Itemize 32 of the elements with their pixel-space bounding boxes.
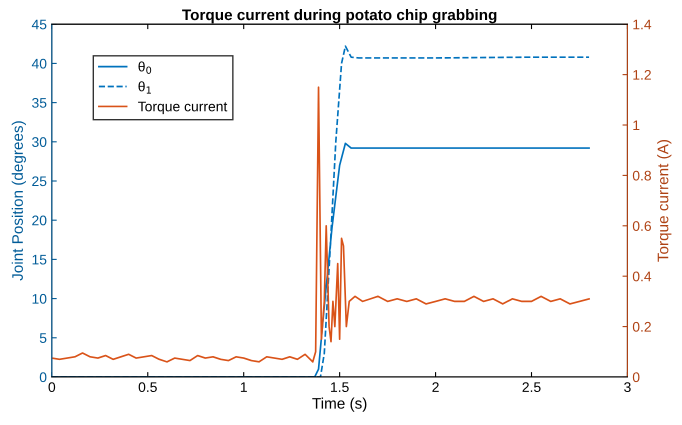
x-axis-title: Time (s) bbox=[312, 398, 366, 412]
y2-tick-label: 0.4 bbox=[632, 272, 652, 282]
y2-tick-label: 1 bbox=[633, 120, 640, 130]
x-tick-label: 2 bbox=[432, 382, 439, 392]
y-tick-label: 30 bbox=[32, 137, 46, 147]
legend-label: Torque current bbox=[138, 102, 228, 114]
y2-tick-label: 1.4 bbox=[633, 20, 652, 30]
y2-tick-label: 0.2 bbox=[632, 322, 651, 332]
y2-axis-title: Torque current (A) bbox=[657, 140, 672, 262]
y-tick-label: 5 bbox=[40, 333, 46, 343]
y-tick-label: 25 bbox=[32, 176, 46, 186]
y-tick-label: 35 bbox=[32, 98, 46, 108]
legend-label: θ$_{1}$ bbox=[138, 81, 151, 94]
y2-tick-label: 1.2 bbox=[633, 70, 651, 80]
x-tick-label: 1 bbox=[240, 382, 247, 392]
y2-tick-label: 0 bbox=[632, 372, 640, 382]
y2-tick-label: 0.6 bbox=[632, 221, 651, 231]
x-tick-label: 2.5 bbox=[522, 382, 541, 392]
y-tick-label: 10 bbox=[32, 294, 46, 304]
x-tick-label: 3 bbox=[624, 382, 631, 392]
y-tick-label: 40 bbox=[32, 58, 46, 69]
x-tick-label: 1.5 bbox=[331, 382, 349, 392]
x-tick-label: 0.5 bbox=[138, 382, 157, 392]
x-tick-label: 0 bbox=[48, 382, 56, 392]
y2-tick-label: 0.8 bbox=[632, 170, 652, 181]
legend-label: θ$_{0}$ bbox=[138, 61, 152, 74]
chart-title: Torque current during potato chip grabbing bbox=[182, 8, 496, 24]
y-tick-label: 15 bbox=[32, 254, 46, 265]
y-axis-title: Joint Position (degrees) bbox=[12, 121, 26, 281]
y-tick-label: 20 bbox=[32, 216, 46, 226]
y-tick-label: 0 bbox=[40, 372, 46, 382]
y-tick-label: 45 bbox=[32, 20, 46, 30]
